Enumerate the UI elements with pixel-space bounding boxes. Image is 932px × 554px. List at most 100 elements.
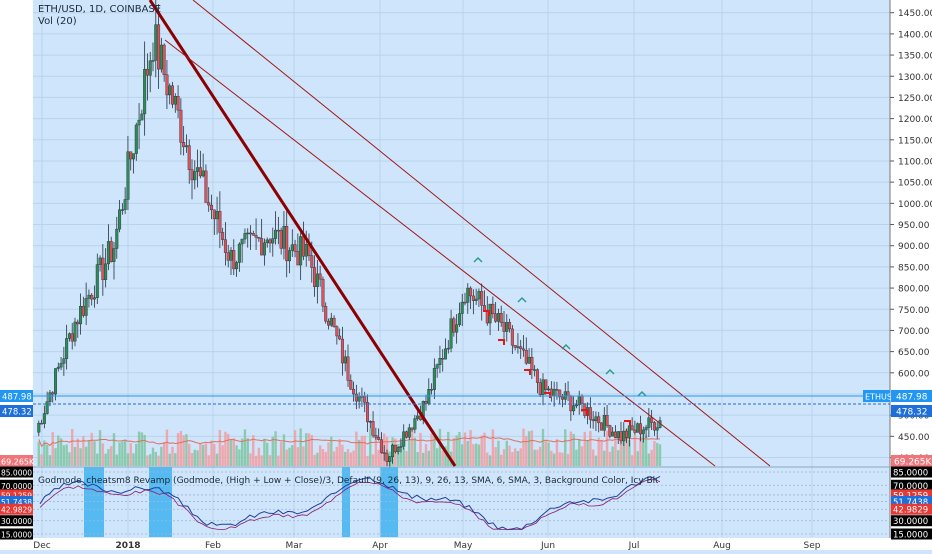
candle-body — [140, 113, 144, 121]
volume-bar — [43, 440, 46, 466]
volume-bar — [575, 449, 578, 466]
candle-body — [349, 380, 353, 390]
volume-bar — [530, 430, 534, 466]
volume-bar — [330, 436, 333, 466]
candle-body — [279, 229, 283, 249]
volume-bar — [536, 449, 539, 466]
volume-bar — [310, 435, 313, 466]
volume-bar — [132, 453, 135, 466]
pivot-low-marker — [581, 409, 588, 415]
volume-bar — [511, 452, 514, 466]
candle-body — [293, 244, 297, 252]
candle-body — [209, 204, 213, 211]
candle-body — [524, 349, 528, 364]
primary-downtrend-line[interactable] — [148, 0, 457, 467]
candle-body — [611, 431, 615, 437]
volume-bar — [126, 453, 130, 466]
time-tick-label: May — [454, 541, 473, 550]
candle-body — [324, 306, 328, 322]
volume-bar — [564, 429, 567, 466]
volume-bar — [218, 429, 222, 466]
candle-body — [262, 242, 266, 256]
volume-bar — [271, 436, 274, 466]
candle-body — [299, 236, 303, 266]
volume-bar — [422, 452, 425, 466]
candle-body — [162, 44, 166, 75]
price-tick-label: 1400.00 — [898, 30, 932, 40]
candle-body — [407, 427, 411, 438]
candle-body — [290, 244, 294, 251]
candle-body — [385, 453, 389, 462]
candle-body — [243, 233, 247, 240]
candle-body — [285, 226, 289, 262]
volume-bar — [533, 449, 536, 466]
candle-body — [182, 142, 186, 148]
candle-body — [619, 431, 623, 442]
volume-bar — [603, 450, 606, 466]
volume-bar — [483, 432, 486, 466]
price-tick-label: 750.00 — [898, 306, 930, 316]
candle-body — [469, 287, 473, 297]
volume-bar — [146, 455, 149, 466]
volume-bar — [157, 455, 160, 466]
candle-body — [633, 429, 637, 433]
volume-bar — [176, 433, 180, 466]
candle-body — [605, 415, 609, 426]
volume-bar — [366, 455, 369, 466]
candle-body — [508, 322, 512, 330]
volume-bar — [408, 439, 411, 466]
candle-body — [379, 439, 383, 453]
candle-body — [274, 229, 278, 239]
candle-body — [215, 211, 219, 220]
volume-bar — [221, 445, 224, 466]
volume-bar — [377, 450, 380, 466]
candle-body — [304, 243, 308, 257]
candle-body — [226, 252, 230, 261]
volume-bar — [279, 441, 283, 466]
candle-body — [600, 422, 604, 431]
upper-trendline[interactable] — [192, 0, 771, 467]
volume-bar — [115, 454, 118, 466]
last-price-tag-left — [0, 390, 33, 402]
candle-body — [170, 85, 174, 105]
candle-body — [374, 435, 378, 438]
candle-body — [335, 326, 339, 337]
volume-bar — [544, 440, 547, 466]
candle-body — [522, 348, 526, 351]
volume-bar — [293, 430, 297, 466]
volume-bar — [447, 431, 450, 466]
oscillator-tag-right — [891, 495, 932, 507]
volume-bar — [59, 438, 63, 466]
volume-bar — [402, 447, 405, 466]
candle-body — [145, 69, 149, 76]
candle-body — [268, 239, 272, 244]
candle-body — [363, 396, 367, 403]
price-tick-label: 1000.00 — [898, 200, 932, 210]
volume-bar — [154, 451, 157, 466]
volume-bar — [569, 431, 573, 466]
candle-body — [65, 338, 69, 359]
symbol-title: ETH/USD, 1D, COINBASE — [38, 4, 162, 15]
candle-body — [630, 425, 634, 431]
candle-body — [190, 169, 194, 181]
candle-body — [296, 251, 300, 266]
volume-tag-left — [0, 455, 33, 467]
volume-bar — [45, 444, 49, 466]
oscillator-tag-left — [0, 528, 33, 540]
volume-bar — [84, 446, 88, 466]
oscillator-tag-right — [891, 466, 932, 478]
price-tick-label: 1050.00 — [898, 179, 932, 189]
lower-trendline[interactable] — [164, 39, 716, 467]
volume-bar — [589, 431, 592, 466]
volume-ma-line — [38, 435, 661, 448]
candle-body — [338, 335, 342, 340]
candle-body — [327, 320, 331, 326]
volume-bar — [656, 442, 659, 466]
volume-bar — [266, 442, 269, 466]
volume-bar — [539, 446, 542, 466]
volume-bar — [110, 446, 113, 466]
candle-body — [357, 396, 361, 402]
volume-bar — [79, 448, 82, 466]
oscillator-highlight-band — [342, 467, 350, 537]
